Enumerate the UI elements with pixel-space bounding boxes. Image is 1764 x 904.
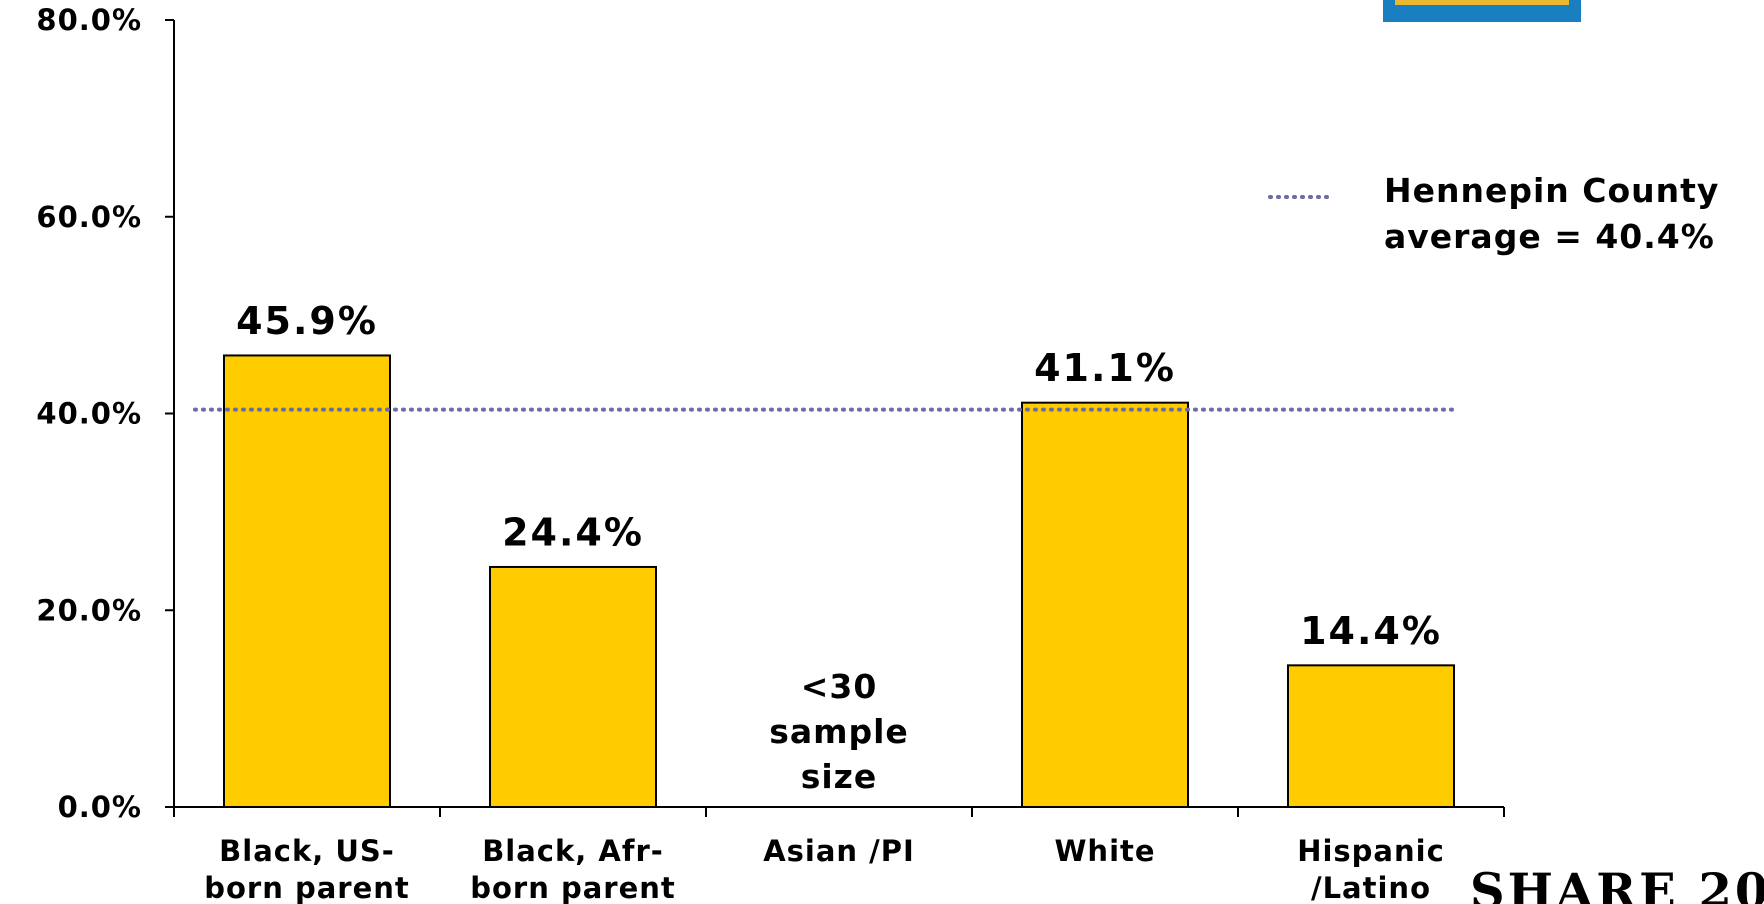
photo (1395, 0, 1569, 5)
value-label: 41.1% (1034, 346, 1176, 390)
x-tick-label: Black, Afr- born parent (470, 834, 676, 904)
bar (223, 354, 391, 808)
y-tick-label: 80.0% (36, 3, 142, 37)
y-tick-label: 40.0% (36, 397, 142, 431)
logo: SHARE 2006 (1470, 864, 1764, 904)
value-label: 14.4% (1300, 609, 1442, 653)
x-tick-label: White (1054, 834, 1156, 868)
annotation: <30 sample size (769, 667, 909, 796)
photo-frame (1383, 0, 1581, 22)
bar (1287, 664, 1455, 809)
legend-label: Hennepin County average = 40.4% (1384, 171, 1720, 256)
bar (1021, 401, 1189, 808)
x-tick-label: Asian /PI (763, 834, 915, 868)
y-tick-label: 0.0% (58, 790, 142, 824)
y-tick-label: 20.0% (36, 593, 142, 627)
x-tick-label: Hispanic /Latino (1297, 834, 1445, 904)
bar (489, 565, 657, 809)
value-label: 24.4% (502, 510, 644, 554)
y-tick-label: 60.0% (36, 200, 142, 234)
x-tick-label: Black, US- born parent (204, 834, 410, 904)
value-label: 45.9% (236, 299, 378, 343)
